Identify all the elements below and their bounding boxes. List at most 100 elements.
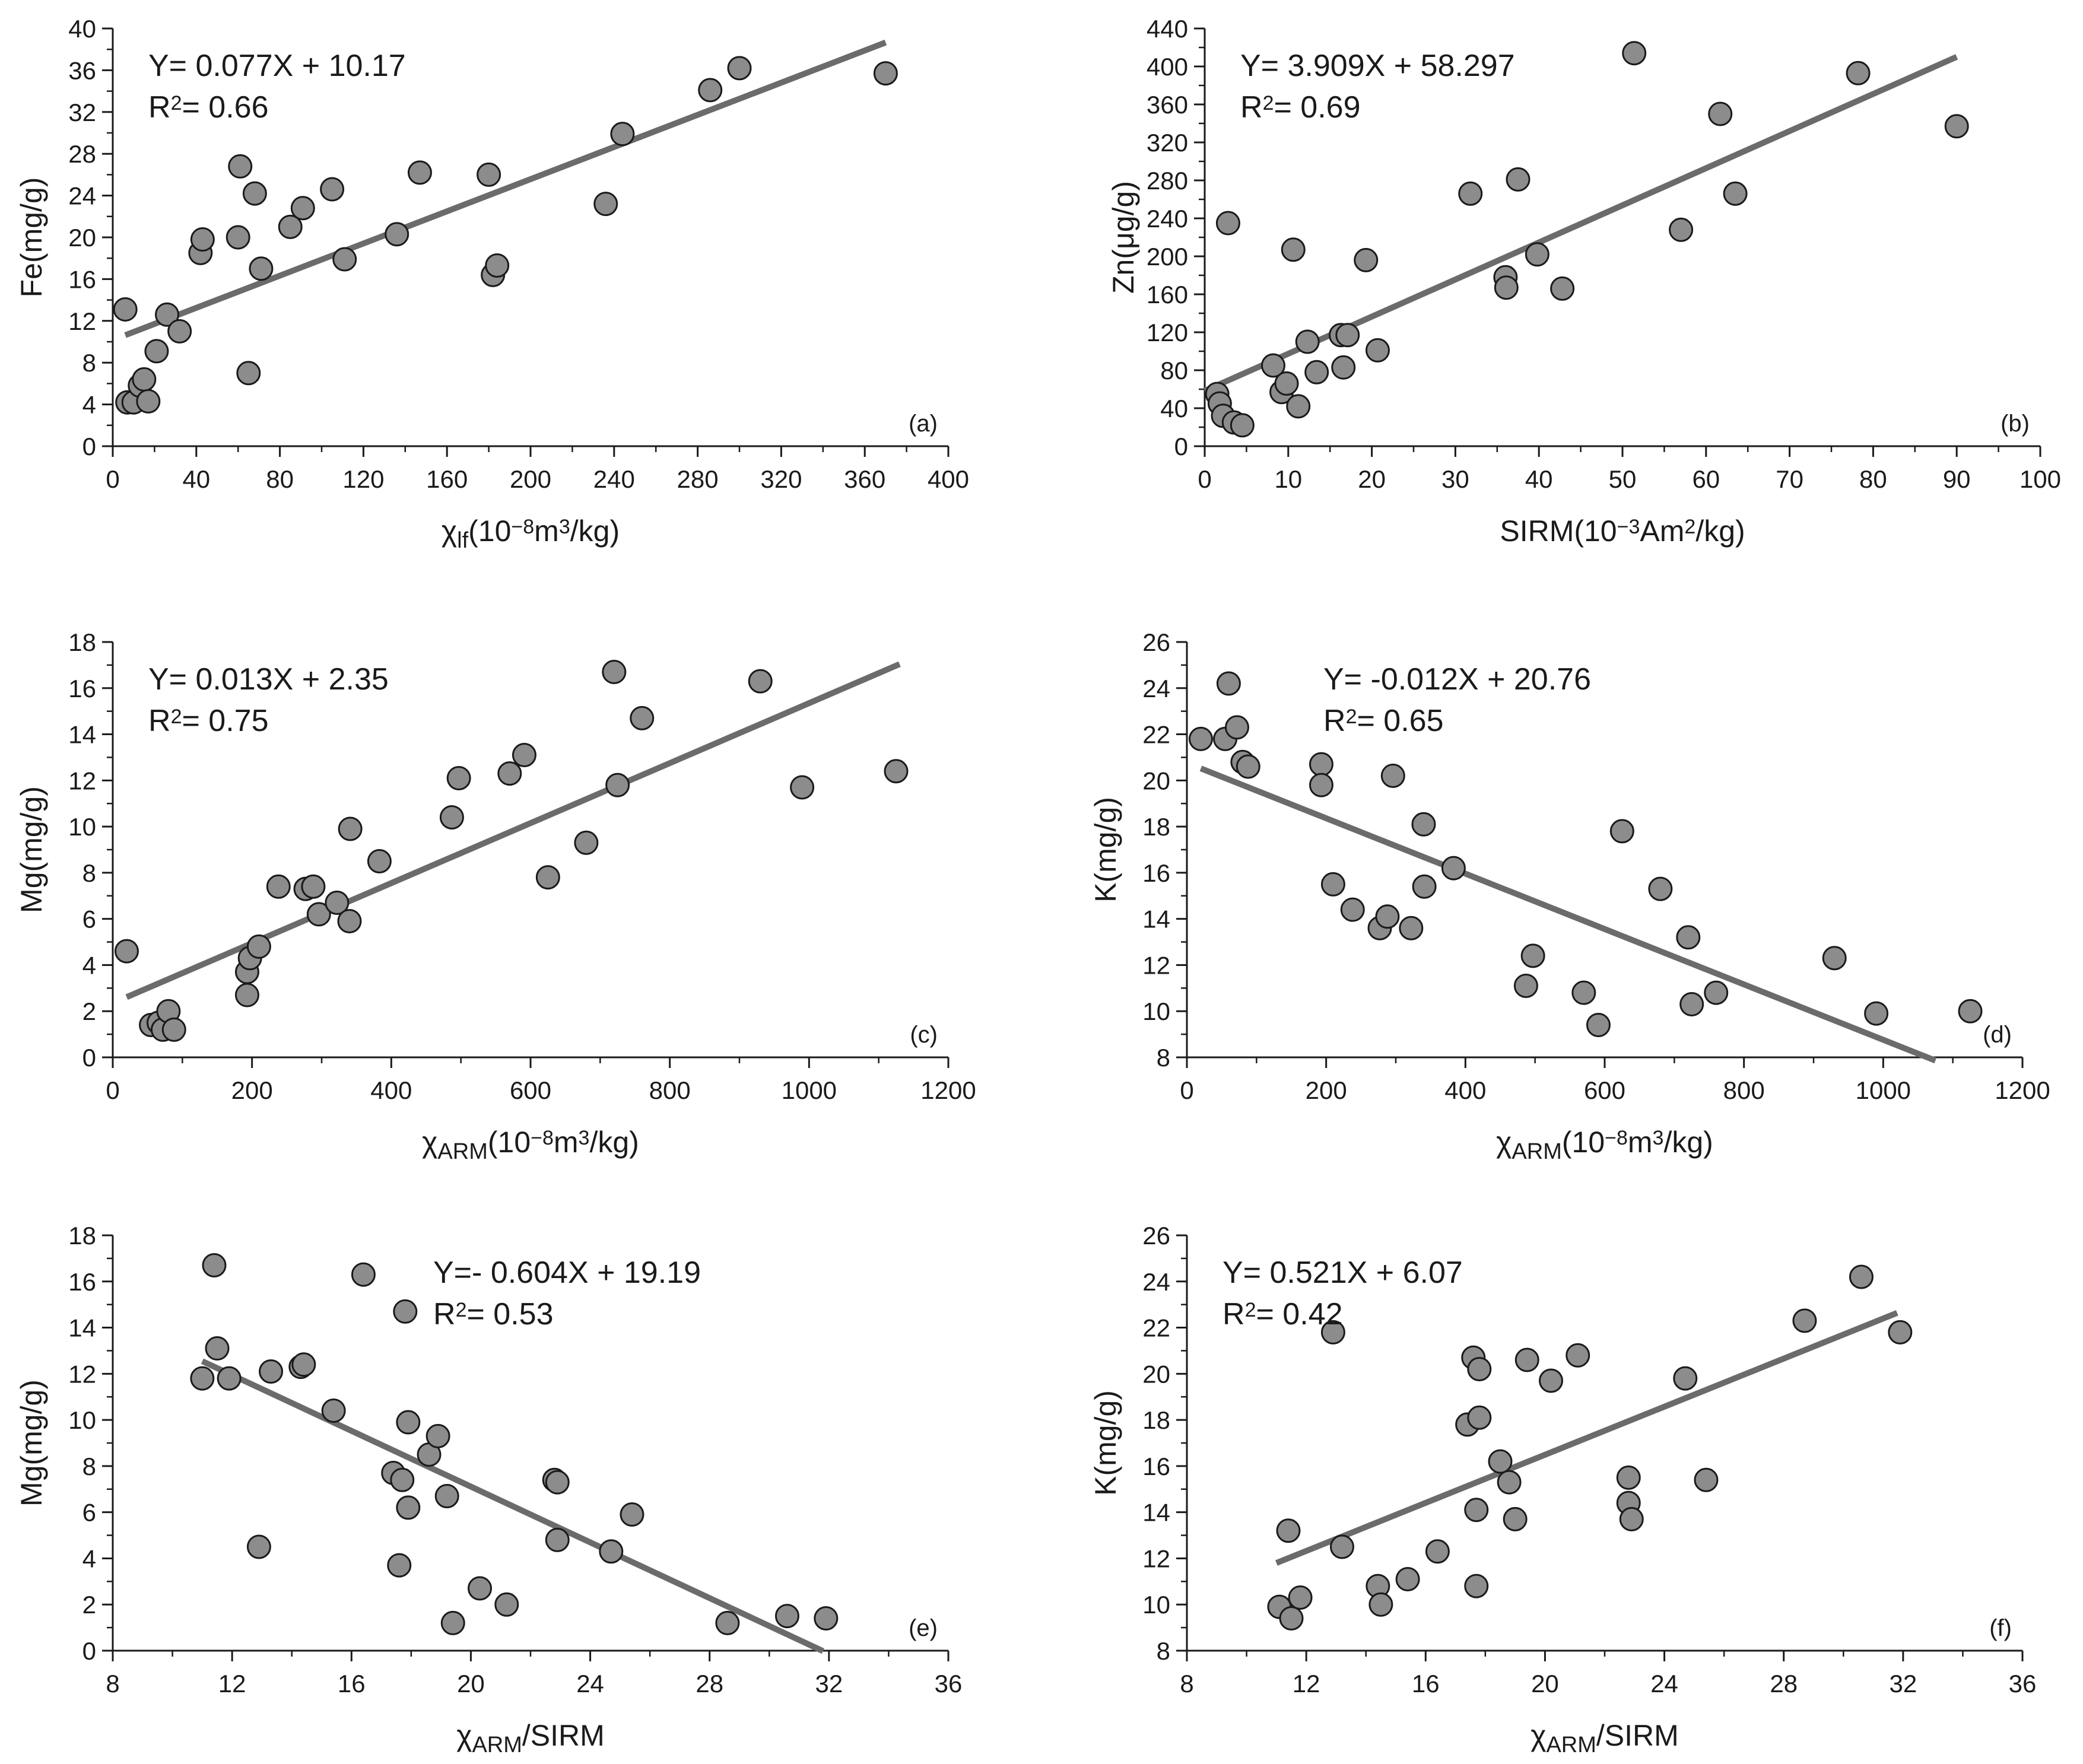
y-tick-label: 26 [1142, 1222, 1170, 1250]
y-tick-label: 12 [68, 307, 96, 335]
data-point [1488, 1449, 1513, 1474]
x-axis-label: χlf(10−8m3/kg) [442, 514, 620, 553]
r-squared-sup: 2 [1245, 1299, 1256, 1321]
data-point [1619, 1506, 1644, 1531]
data-point [1704, 980, 1729, 1005]
data-point [620, 1502, 644, 1527]
data-point [1494, 275, 1519, 300]
y-tick-label: 0 [1174, 433, 1188, 460]
x-axis-label-part: /SIRM [1596, 1719, 1679, 1752]
data-point [1648, 876, 1673, 901]
data-point [1503, 1506, 1528, 1531]
x-tick-label: 12 [1293, 1670, 1320, 1698]
data-point [1550, 276, 1575, 301]
data-point [1616, 1465, 1641, 1490]
x-tick-label: 800 [1723, 1076, 1765, 1104]
x-axis-label-part: −8 [511, 516, 534, 538]
data-point [217, 1366, 242, 1391]
data-point [1679, 992, 1704, 1017]
data-point [320, 177, 345, 202]
data-point [1506, 167, 1531, 192]
y-tick-label: 8 [82, 859, 96, 887]
x-axis-label-part: ARM [437, 1139, 487, 1164]
r-squared: R2= 0.69 [1240, 90, 1361, 125]
y-tick-label: 440 [1147, 15, 1188, 43]
data-point [446, 765, 471, 790]
data-point [266, 874, 291, 899]
data-point [602, 660, 627, 685]
data-point [1380, 764, 1405, 789]
r-squared-value: = 0.66 [182, 90, 268, 125]
y-tick-label: 18 [1142, 813, 1170, 841]
panel-d: 0 200 400 600 800 1000 1200 8 10 12 14 16 18 20 22 24 26… [1089, 628, 2050, 1164]
data-point [1566, 1343, 1590, 1368]
data-point [242, 181, 267, 206]
y-tick-label: 36 [68, 56, 96, 84]
data-point [306, 902, 331, 927]
y-tick-label: 4 [82, 391, 96, 419]
data-point [1335, 323, 1360, 348]
data-point [1354, 247, 1379, 272]
data-point [325, 890, 350, 915]
x-tick-label: 1000 [1856, 1076, 1911, 1104]
y-tick-label: 0 [82, 1044, 96, 1072]
y-tick-label: 22 [1142, 1314, 1170, 1342]
y-axis-label: Mg(mg/g) [15, 786, 48, 913]
x-axis-label-part: /kg) [589, 1126, 639, 1159]
y-tick-label: 16 [1142, 859, 1170, 887]
data-point [393, 1299, 418, 1324]
y-tick-label: 18 [68, 1222, 96, 1250]
data-point [727, 56, 752, 81]
y-tick-label: 12 [1142, 951, 1170, 979]
x-tick-label: 100 [2020, 465, 2061, 493]
data-point [1304, 360, 1329, 384]
regression-line [201, 1358, 824, 1654]
y-tick-label: 400 [1147, 53, 1188, 81]
x-axis-label-part: Am [1640, 514, 1684, 548]
x-axis-label-part: −8 [531, 1127, 554, 1149]
x-tick-label: 0 [1180, 1076, 1193, 1104]
regression-equation: Y=- 0.604X + 19.19 [433, 1256, 701, 1290]
y-tick-label: 2 [82, 1591, 96, 1619]
data-point [205, 1336, 230, 1361]
data-point [202, 1253, 227, 1278]
y-tick-label: 18 [1142, 1406, 1170, 1434]
x-tick-label: 0 [1198, 465, 1211, 493]
data-point [1295, 329, 1320, 354]
y-tick-label: 320 [1147, 129, 1188, 157]
data-point [226, 225, 250, 250]
data-point [1888, 1320, 1913, 1345]
data-point [321, 1399, 346, 1423]
x-axis-label-part: SIRM(10 [1500, 514, 1617, 548]
data-point [485, 253, 510, 278]
data-point [774, 1604, 799, 1629]
data-point [332, 247, 357, 272]
data-point [236, 361, 261, 386]
x-tick-label: 16 [338, 1670, 366, 1698]
data-point [167, 319, 192, 344]
data-point [574, 830, 599, 855]
x-tick-label: 50 [1609, 465, 1637, 493]
y-axis-label: Mg(mg/g) [15, 1380, 48, 1506]
data-point [1276, 1518, 1301, 1543]
data-point [338, 816, 363, 841]
x-axis-label-part: /SIRM [522, 1719, 605, 1752]
x-tick-label: 80 [266, 465, 294, 493]
y-tick-label: 20 [1142, 767, 1170, 794]
data-point [337, 909, 362, 934]
data-point [1320, 1320, 1345, 1345]
y-tick-label: 12 [1142, 1544, 1170, 1572]
data-point [1497, 1470, 1522, 1495]
r-squared: R2= 0.66 [148, 90, 269, 125]
y-tick-label: 10 [68, 1406, 96, 1434]
data-point [494, 1592, 519, 1617]
data-point [390, 1467, 415, 1492]
y-tick-label: 16 [68, 675, 96, 703]
y-tick-label: 6 [82, 905, 96, 933]
x-axis-label-part: m [554, 1126, 579, 1159]
data-point [1467, 1405, 1492, 1430]
r-squared-value: = 0.53 [466, 1297, 553, 1331]
y-tick-label: 120 [1147, 319, 1188, 347]
data-point [1331, 355, 1356, 380]
